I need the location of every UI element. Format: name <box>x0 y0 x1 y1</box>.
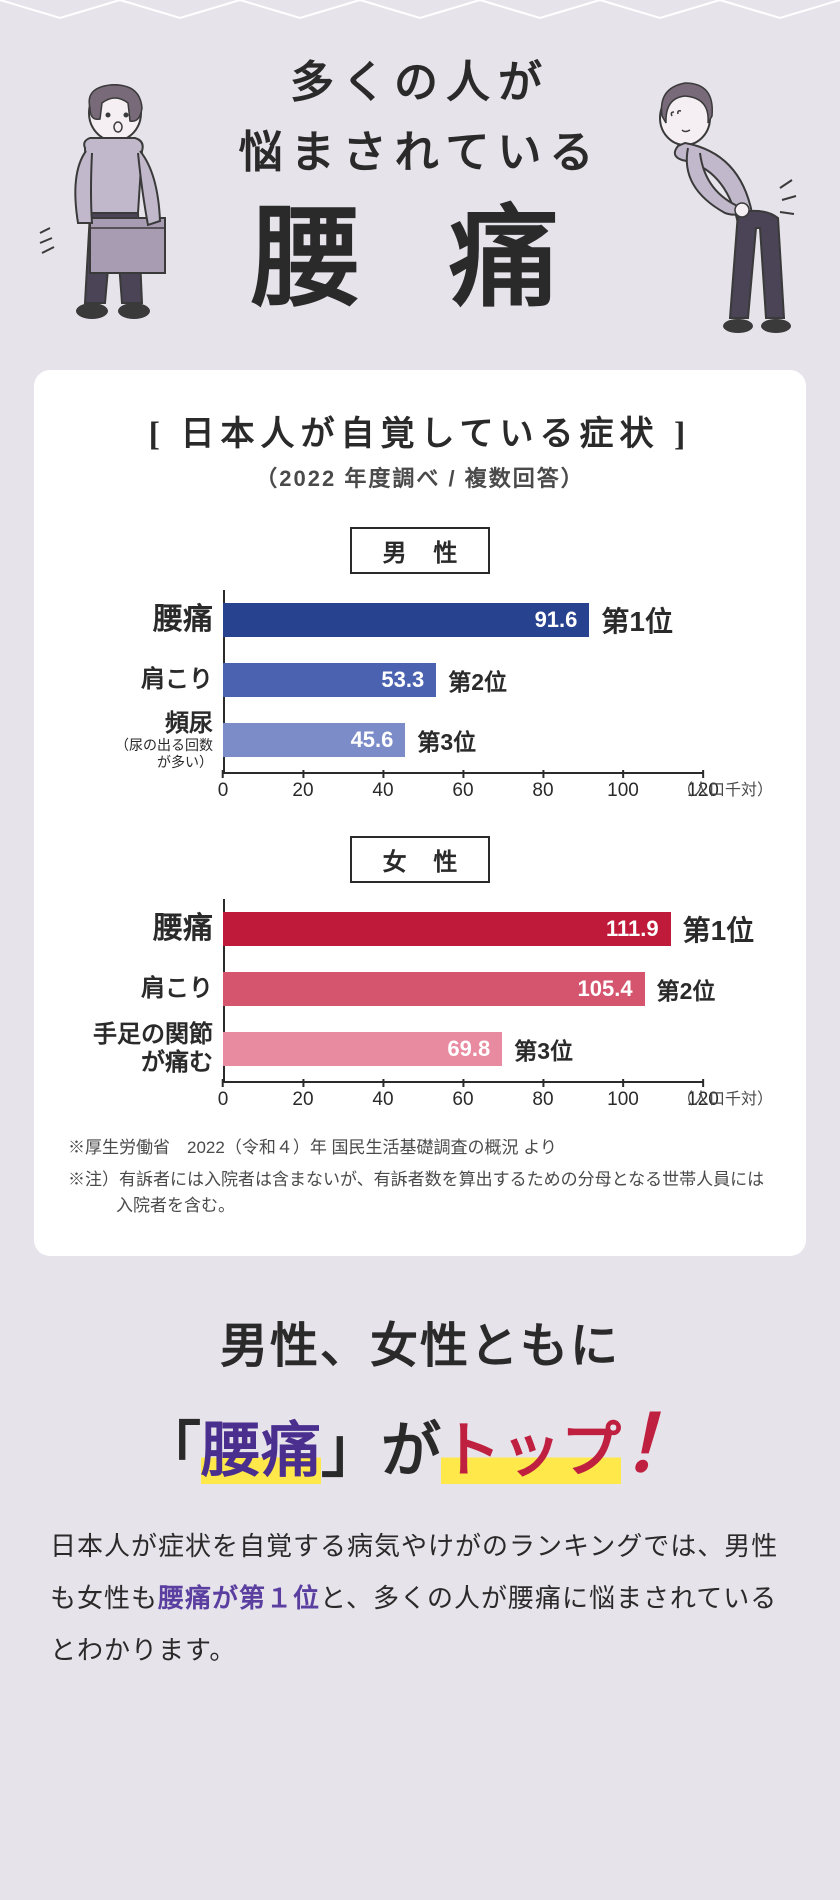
x-tick: 80 <box>532 1089 553 1111</box>
x-tick: 40 <box>372 1089 393 1111</box>
illustration-woman-bending <box>630 68 810 358</box>
illustration-woman-lifting <box>30 73 200 363</box>
highlight-youtsuu: 腰痛 <box>201 1418 321 1484</box>
bar: 53.3 <box>223 663 436 697</box>
bar-row: 手足の関節が痛む69.8第3位 <box>223 1019 772 1079</box>
bar-category-label: 肩こり <box>68 666 213 694</box>
infographic-page: 多くの人が 悩まされている 腰 痛 [ 日本人が自覚している症状 ] （2022… <box>0 0 840 1706</box>
bar-row: 腰痛91.6第1位 <box>223 590 772 650</box>
card-subtitle: （2022 年度調べ / 複数回答） <box>68 461 772 493</box>
bar-row: 肩こり53.3第2位 <box>223 650 772 710</box>
zigzag-top <box>0 0 840 28</box>
footnote-1: ※厚生労働省 2022（令和４）年 国民生活基礎調査の概況 より <box>68 1135 772 1161</box>
header-line1: 多くの人が <box>290 58 550 107</box>
chart-male: 男 性 腰痛 91.6 第1位肩こり 53.3 第2位頻尿（尿の出る回数が多い） 45.6… <box>68 527 772 802</box>
bar: 111.9 <box>223 912 671 946</box>
chart-label-male: 男 性 <box>350 527 490 574</box>
bar-row: 頻尿（尿の出る回数が多い）45.6第3位 <box>223 710 772 770</box>
x-tick: 20 <box>292 1089 313 1111</box>
conclusion-line1: 男性、女性ともに <box>50 1306 790 1376</box>
bar-category-label: 肩こり <box>68 975 213 1003</box>
rank-label: 第1位 <box>683 909 755 949</box>
card-title-text: 日本人が自覚している症状 <box>181 416 660 453</box>
bracket-open: [ <box>149 416 166 453</box>
bar: 105.4 <box>223 972 645 1006</box>
bar-category-label: 腰痛 <box>68 603 213 638</box>
highlight-top: トップ <box>441 1418 621 1484</box>
bar-category-label: 手足の関節が痛む <box>68 1021 213 1076</box>
x-axis-unit: （人口千対） <box>677 1085 773 1109</box>
bar-category-label: 腰痛 <box>68 912 213 947</box>
footnotes: ※厚生労働省 2022（令和４）年 国民生活基礎調査の概況 より ※注）有訴者に… <box>68 1135 772 1220</box>
x-tick: 40 <box>372 780 393 802</box>
bar-row: 肩こり105.4第2位 <box>223 959 772 1019</box>
x-tick: 80 <box>532 780 553 802</box>
rank-label: 第2位 <box>657 972 716 1006</box>
rank-label: 第3位 <box>514 1032 573 1066</box>
rank-label: 第3位 <box>417 723 476 757</box>
chart-female: 女 性 腰痛 111.9 第1位肩こり 105.4 第2位手足の関節が痛む 69.8 第3位… <box>68 836 772 1111</box>
conclusion: 男性、女性ともに 「腰痛」がトップ！ 日本人が症状を自覚する病気やけがのランキン… <box>0 1276 840 1706</box>
x-tick: 100 <box>607 1089 639 1111</box>
rank-label: 第1位 <box>601 600 673 640</box>
x-tick: 60 <box>452 780 473 802</box>
bracket-close: ] <box>674 416 691 453</box>
x-axis-unit: （人口千対） <box>677 776 773 800</box>
chart-male-plot: 腰痛91.6第1位肩こり53.3第2位頻尿（尿の出る回数が多い）45.6第3位 … <box>68 590 772 802</box>
conclusion-line2: 「腰痛」がトップ！ <box>141 1382 699 1494</box>
rank-label: 第2位 <box>448 663 507 697</box>
x-tick: 100 <box>607 780 639 802</box>
x-tick: 60 <box>452 1089 473 1111</box>
bracket-open: 「 <box>141 1418 201 1484</box>
symptoms-card: [ 日本人が自覚している症状 ] （2022 年度調べ / 複数回答） 男 性 … <box>34 370 806 1256</box>
conclusion-body: 日本人が症状を自覚する病気やけがのランキングでは、男性も女性も腰痛が第１位と、多… <box>50 1520 790 1676</box>
bar: 69.8 <box>223 1032 502 1066</box>
header: 多くの人が 悩まされている 腰 痛 <box>0 28 840 350</box>
chart-female-plot: 腰痛 111.9 第1位肩こり 105.4 第2位手足の関節が痛む 69.8 第3位 0 20… <box>68 899 772 1111</box>
bar-category-label: 頻尿（尿の出る回数が多い） <box>68 710 213 770</box>
x-tick: 20 <box>292 780 313 802</box>
header-line2: 悩まされている <box>239 128 602 177</box>
exclamation: ！ <box>621 1401 699 1488</box>
footnote-2: ※注）有訴者には入院者は含まないが、有訴者数を算出するための分母となる世帯人員に… <box>68 1167 772 1220</box>
x-tick: 0 <box>218 780 229 802</box>
body-emphasis: 腰痛が第１位 <box>158 1583 320 1613</box>
bar: 91.6 <box>223 603 589 637</box>
chart-label-female: 女 性 <box>350 836 490 883</box>
card-title: [ 日本人が自覚している症状 ] <box>68 406 772 455</box>
bar: 45.6 <box>223 723 405 757</box>
conc-mid: 」が <box>321 1418 441 1484</box>
x-tick: 0 <box>218 1089 229 1111</box>
bar-row: 腰痛111.9第1位 <box>223 899 772 959</box>
